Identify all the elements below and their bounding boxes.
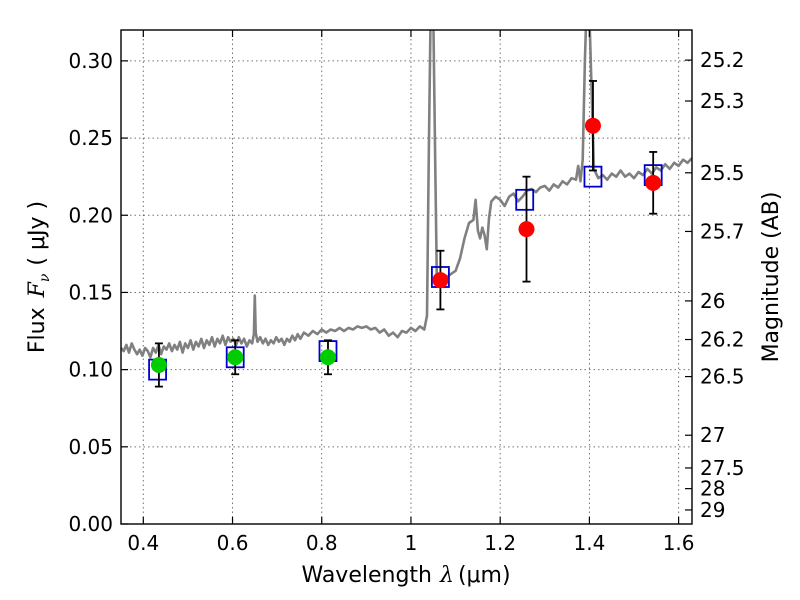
y-axis-title-prefix: Flux xyxy=(25,307,50,353)
x-axis-title-symbol: λ xyxy=(439,563,454,588)
y2-tick-label: 27 xyxy=(700,423,725,447)
model-photometry-square xyxy=(515,188,535,211)
y-tick-label: 0.15 xyxy=(68,280,113,304)
model-spectrum-line xyxy=(121,30,692,359)
x-tick-label: 1 xyxy=(405,531,418,555)
y-axis-title-subscript: ν xyxy=(37,273,53,282)
y-tick-label: 0.25 xyxy=(68,126,113,150)
y-axis-title-unit: ( μJy ) xyxy=(25,201,50,266)
y-axis-title: Flux Fν ( μJy ) xyxy=(25,201,53,353)
y-tick-label: 0.20 xyxy=(68,203,113,227)
observed-photometry-point xyxy=(150,356,167,373)
observed-photometry-point xyxy=(227,349,244,366)
x-axis-title-prefix: Wavelength xyxy=(301,563,432,588)
x-tick-label: 1.6 xyxy=(663,531,695,555)
observed-photometry-point xyxy=(645,174,662,191)
y-tick-label: 0.05 xyxy=(68,435,113,459)
x-tick-label: 0.8 xyxy=(306,531,338,555)
x-tick-label: 1.2 xyxy=(484,531,516,555)
observed-photometry-point xyxy=(432,272,449,289)
plot-frame xyxy=(120,29,693,525)
observed-photometry-point xyxy=(518,221,535,238)
plot-area xyxy=(121,30,692,388)
axis-ticks: 0.4 0.6 0.8 1 1.2 1.4 1.6 0.00 0.05 0.10 0.15 0.20 0… xyxy=(68,30,745,555)
y2-tick-label: 26.2 xyxy=(700,328,745,352)
y-tick-label: 0.30 xyxy=(68,49,113,73)
y-tick-label: 0.00 xyxy=(68,512,113,536)
y2-tick-label: 25.2 xyxy=(700,48,745,72)
observed-photometry-point xyxy=(319,349,336,366)
x-axis-title-unit: (μm) xyxy=(458,563,511,588)
y2-axis-title: Magnitude (AB) xyxy=(759,192,784,363)
y2-tick-label: 26 xyxy=(700,289,725,313)
y2-tick-label: 25.7 xyxy=(700,219,745,243)
y2-tick-label: 25.5 xyxy=(700,161,745,185)
y-axis-title-symbol: F xyxy=(25,281,50,298)
x-tick-label: 0.4 xyxy=(127,531,159,555)
y2-tick-label: 28 xyxy=(700,477,725,501)
x-axis-title: Wavelength λ (μm) xyxy=(301,563,510,588)
x-tick-label: 1.4 xyxy=(573,531,605,555)
y2-tick-label: 27.5 xyxy=(700,456,745,480)
y2-tick-label: 29 xyxy=(700,498,725,522)
y2-tick-label: 25.3 xyxy=(700,89,745,113)
x-tick-label: 0.6 xyxy=(217,531,249,555)
y-tick-label: 0.10 xyxy=(68,358,113,382)
y2-tick-label: 26.5 xyxy=(700,365,745,389)
grid xyxy=(121,30,692,525)
observed-photometry-point xyxy=(584,117,601,134)
